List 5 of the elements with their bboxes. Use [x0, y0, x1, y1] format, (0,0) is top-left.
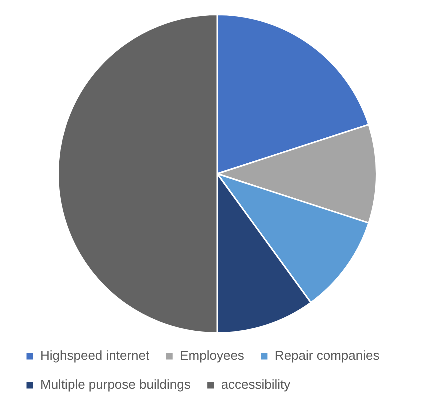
legend-label: Highspeed internet [40, 348, 150, 364]
legend-label: Multiple purpose buildings [40, 377, 192, 392]
legend-label: Repair companies [274, 348, 380, 364]
legend-label: accessibility [221, 377, 292, 392]
legend-label: Employees [180, 348, 245, 364]
